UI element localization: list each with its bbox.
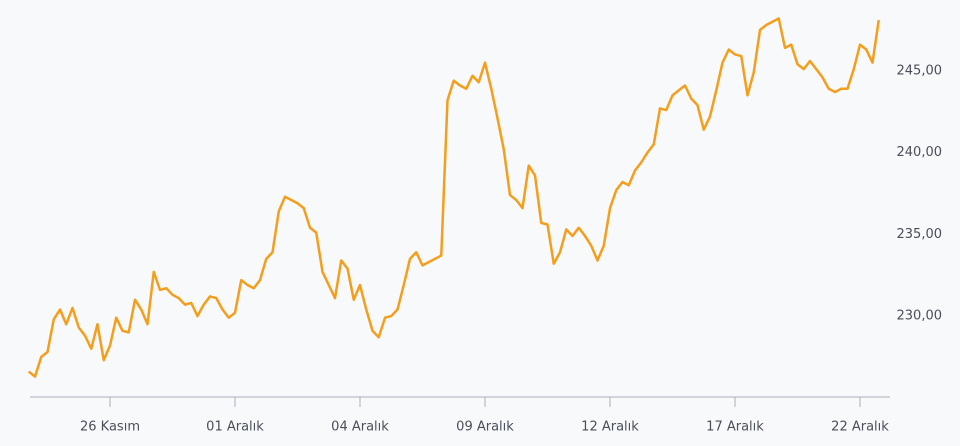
price-line — [27, 17, 880, 378]
y-tick-label: 230,00 — [897, 309, 943, 324]
x-tick-label: 09 Aralık — [456, 420, 514, 435]
x-tick-label: 12 Aralık — [581, 420, 639, 435]
y-tick-label: 240,00 — [897, 145, 943, 160]
x-tick-label: 22 Aralık — [831, 420, 889, 435]
y-tick-label: 235,00 — [897, 227, 943, 242]
y-tick-label: 245,00 — [897, 63, 943, 78]
x-tick-label: 17 Aralık — [706, 420, 764, 435]
x-tick-label: 01 Aralık — [206, 420, 264, 435]
x-tick-label: 04 Aralık — [331, 420, 389, 435]
x-tick-label: 26 Kasım — [80, 420, 140, 435]
